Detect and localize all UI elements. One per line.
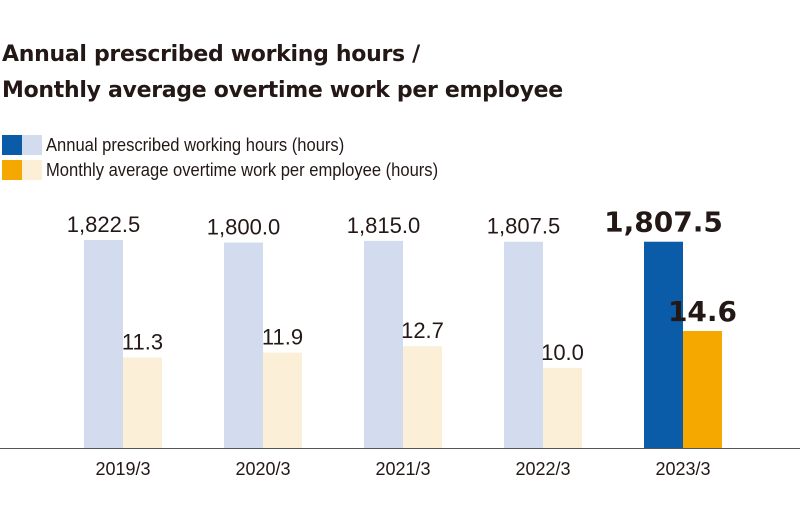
value-label-working-hours-2019/3: 1,822.5 [67, 212, 140, 237]
legend-item-working-hours: Annual prescribed working hours (hours) [2, 135, 370, 155]
bar-overtime-2019/3 [123, 357, 162, 448]
x-tick-label-2019/3: 2019/3 [95, 459, 150, 479]
legend-swatch-overtime-highlight [2, 160, 22, 180]
legend-swatch-working-hours-highlight [2, 135, 22, 155]
chart-title-line-2: Monthly average overtime work per employ… [2, 78, 563, 103]
value-label-overtime-2020/3: 11.9 [262, 325, 303, 350]
value-label-overtime-2019/3: 11.3 [122, 329, 163, 354]
chart-title-line-1: Annual prescribed working hours / [2, 42, 420, 67]
legend-label-overtime: Monthly average overtime work per employ… [46, 159, 439, 180]
value-label-overtime-2021/3: 12.7 [401, 318, 444, 343]
bar-overtime-2023/3 [683, 331, 722, 448]
legend-swatch-working-hours [22, 135, 42, 155]
bar-overtime-2022/3 [543, 367, 582, 448]
x-tick-label-2020/3: 2020/3 [235, 459, 290, 479]
bar-working-hours-2019/3 [84, 240, 123, 448]
value-label-working-hours-2021/3: 1,815.0 [347, 213, 420, 238]
value-label-working-hours-2023/3: 1,807.5 [604, 206, 723, 239]
x-tick-label-2023/3: 2023/3 [655, 459, 710, 479]
x-tick-label-2021/3: 2021/3 [375, 459, 430, 479]
value-label-working-hours-2020/3: 1,800.0 [207, 215, 280, 240]
legend-item-overtime: Monthly average overtime work per employ… [2, 160, 472, 180]
x-tick-label-2022/3: 2022/3 [515, 459, 570, 479]
value-label-working-hours-2022/3: 1,807.5 [487, 214, 560, 239]
value-label-overtime-2023/3: 14.6 [668, 295, 737, 328]
legend-label-working-hours: Annual prescribed working hours (hours) [46, 134, 345, 155]
value-label-overtime-2022/3: 10.0 [541, 340, 584, 365]
bar-overtime-2021/3 [403, 346, 442, 448]
bar-overtime-2020/3 [263, 352, 302, 448]
bar-working-hours-2021/3 [364, 240, 403, 448]
bar-working-hours-2023/3 [644, 241, 683, 448]
bar-working-hours-2020/3 [224, 242, 263, 448]
legend-swatch-overtime [22, 160, 42, 180]
bar-working-hours-2022/3 [504, 241, 543, 448]
